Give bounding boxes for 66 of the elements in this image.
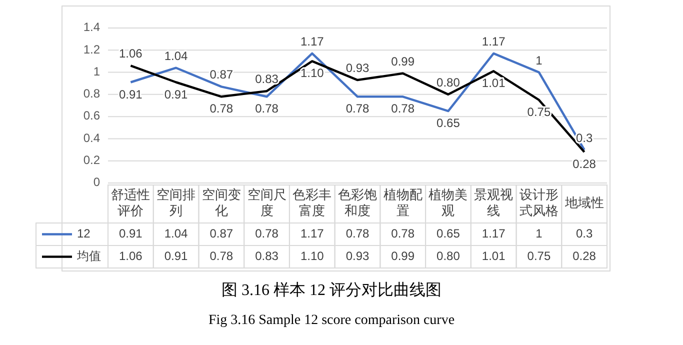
text: 1.01 [482, 76, 506, 90]
y-tick-label: 1 [93, 64, 100, 78]
text: 0.87 [210, 68, 234, 82]
data-label: 1.17 [300, 226, 324, 240]
text: 0.78 [255, 102, 278, 116]
caption: Fig 3.16 Sample 12 score comparison curve [208, 313, 455, 328]
text: 0.93 [346, 61, 370, 76]
legend-label: 12 [77, 226, 91, 240]
data-label: 0.91 [119, 226, 143, 240]
x-tick-label: 空间变化 [202, 187, 241, 218]
legend-label: 均值 [76, 248, 101, 263]
data-label: 0.80 [436, 248, 460, 263]
text: 0.28 [572, 157, 596, 171]
data-label: 1.17 [482, 226, 506, 240]
x-tick-label: 景观视线 [474, 187, 514, 218]
text: 1.17 [300, 34, 324, 48]
text: 0.65 [436, 116, 460, 130]
data-label: 0.78 [391, 226, 415, 240]
text: 0.75 [527, 104, 551, 119]
data-label: 0.28 [572, 248, 596, 263]
data-label: 1.01 [482, 248, 506, 263]
x-tick-label: 植物美观 [428, 187, 468, 218]
data-label: 0.87 [210, 226, 234, 240]
text: 0.78 [210, 102, 234, 116]
x-tick-label: 色彩丰富度 [292, 187, 332, 218]
data-label: 0.93 [346, 248, 370, 263]
y-tick-label: 0.6 [83, 108, 100, 123]
y-tick-label: 0 [93, 175, 100, 190]
data-label: 0.83 [255, 248, 279, 263]
data-label: 1.04 [164, 226, 188, 240]
text: 1.10 [300, 66, 324, 80]
x-tick-label: 设计形式风格 [519, 187, 558, 218]
text: 1.06 [119, 46, 142, 61]
data-label: 0.91 [164, 248, 188, 263]
text: 1 [536, 53, 542, 68]
data-label: 1.10 [300, 248, 324, 263]
x-tick-label: 植物配置 [383, 187, 422, 218]
y-tick-label: 1.4 [83, 20, 100, 34]
y-tick-label: 0.4 [83, 130, 100, 145]
x-tick-label: 地域性 [564, 195, 604, 210]
caption: 图 3.16 样本 12 评分对比曲线图 [222, 281, 442, 299]
data-label: 0.78 [210, 248, 234, 263]
y-tick-label: 1.2 [83, 42, 100, 56]
text: 0.91 [119, 87, 142, 102]
data-label: 0.75 [527, 248, 551, 263]
text: 0.78 [391, 102, 415, 116]
y-tick-label: 0.2 [83, 153, 100, 168]
x-tick-label: 空间排列 [156, 187, 196, 218]
text: 0.80 [436, 75, 460, 90]
data-label: 0.65 [436, 226, 460, 240]
data-label: 1 [536, 226, 543, 240]
data-label: 0.3 [576, 226, 593, 240]
y-tick-label: 0.8 [83, 86, 100, 101]
data-label: 0.99 [391, 248, 415, 263]
text: 0.78 [346, 102, 370, 116]
data-label: 1.06 [119, 248, 143, 263]
text: 1.17 [482, 34, 506, 48]
text: 0.91 [164, 87, 188, 102]
text: 0.99 [391, 54, 415, 68]
data-label: 0.78 [346, 226, 370, 240]
x-tick-label: 舒适性评价 [111, 187, 150, 218]
text: 0.83 [255, 72, 278, 86]
x-tick-label: 空间尺度 [247, 187, 286, 218]
data-label: 0.78 [255, 226, 279, 240]
x-tick-label: 色彩饱和度 [338, 187, 377, 218]
text: 1.04 [164, 48, 188, 63]
